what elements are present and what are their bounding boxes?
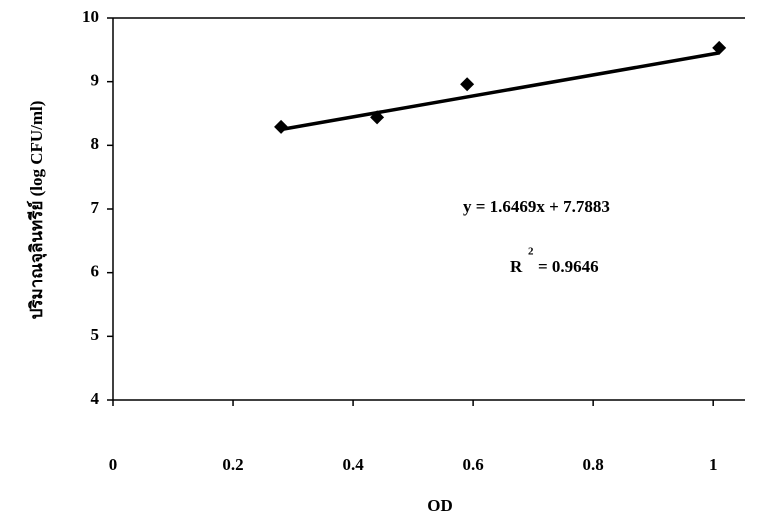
r-superscript: 2 xyxy=(528,246,534,258)
y-tick-label: 10 xyxy=(82,7,99,26)
x-tick-label: 0.4 xyxy=(342,455,364,474)
trendline xyxy=(280,51,720,132)
y-tick-label: 6 xyxy=(91,262,100,281)
data-point xyxy=(712,40,727,55)
y-tick-label: 9 xyxy=(91,71,100,90)
y-axis-label: ปริมาณจุลินทรีย์ (log CFU/ml) xyxy=(26,101,47,320)
x-tick-label: 0.8 xyxy=(583,455,604,474)
x-tick-label: 0.2 xyxy=(222,455,243,474)
y-tick-label: 8 xyxy=(91,134,100,153)
r-value: = 0.9646 xyxy=(538,257,599,276)
x-tick-label: 1 xyxy=(709,455,718,474)
y-tick-label: 7 xyxy=(91,198,100,217)
x-axis-label: OD xyxy=(427,496,453,515)
x-tick-label: 0 xyxy=(109,455,118,474)
equation: y = 1.6469x + 7.7883 xyxy=(463,197,610,216)
x-tick-label: 0.6 xyxy=(462,455,483,474)
r-symbol: R xyxy=(510,257,523,276)
y-tick-label: 4 xyxy=(91,389,100,408)
data-point xyxy=(370,110,385,125)
y-tick-label: 5 xyxy=(91,325,100,344)
data-point xyxy=(460,77,475,92)
data-point xyxy=(274,119,289,134)
